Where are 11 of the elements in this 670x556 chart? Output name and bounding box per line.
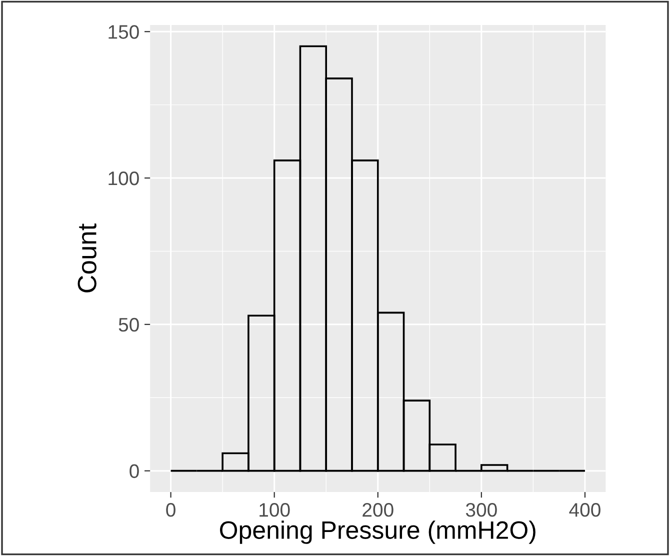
x-tick-label: 100 bbox=[260, 502, 290, 517]
y-tick-label: 150 bbox=[108, 25, 139, 39]
x-axis-title: Opening Pressure (mmH2O) bbox=[220, 520, 536, 544]
y-axis-title: Count bbox=[78, 224, 96, 292]
x-tick-label: 200 bbox=[362, 502, 394, 517]
x-tick-label: 0 bbox=[166, 502, 176, 517]
y-tick-label: 100 bbox=[108, 171, 139, 186]
x-tick-label: 400 bbox=[569, 502, 600, 517]
x-tick-label: 300 bbox=[466, 502, 497, 517]
y-tick-label: 0 bbox=[130, 464, 139, 478]
y-tick-label: 50 bbox=[118, 318, 139, 332]
